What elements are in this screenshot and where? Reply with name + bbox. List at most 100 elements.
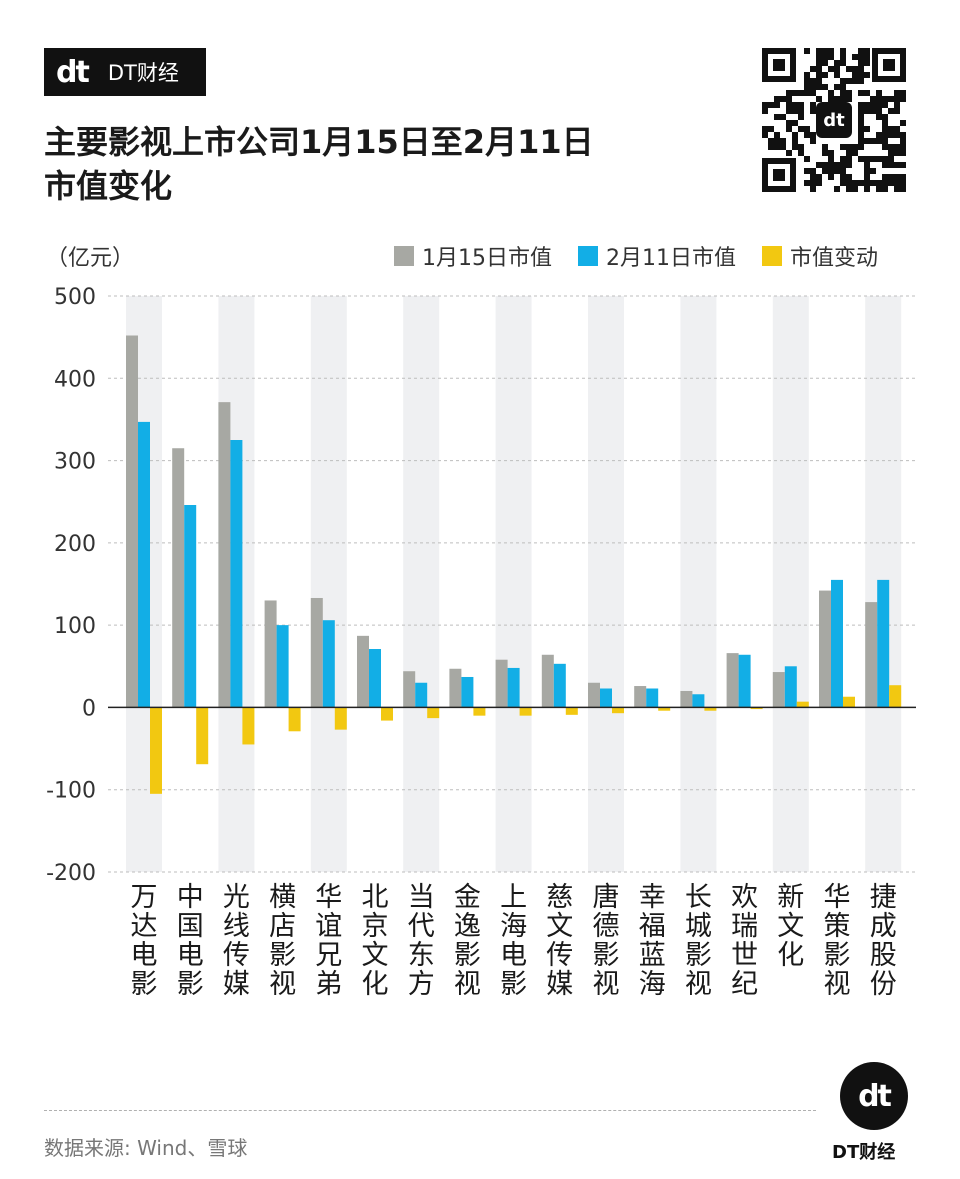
bar-feb11 [738, 654, 751, 708]
bar-change [427, 707, 440, 719]
legend-swatch-jan15 [394, 246, 414, 266]
brand-logo: dt [56, 54, 90, 90]
bar-jan15 [218, 402, 231, 708]
x-category-label: 横店影视 [269, 882, 296, 1000]
footer-divider [44, 1110, 816, 1111]
bar-jan15 [541, 654, 554, 708]
y-tick-label: 500 [54, 285, 96, 310]
category-band [772, 296, 809, 872]
data-source: 数据来源: Wind、雪球 [44, 1136, 248, 1160]
bar-jan15 [680, 690, 693, 708]
x-category-label: 捷成股份 [870, 882, 897, 1000]
bar-feb11 [831, 579, 843, 708]
bar-feb11 [230, 440, 243, 708]
bar-jan15 [172, 448, 185, 708]
qr-code-icon: dt [762, 48, 906, 192]
bar-feb11 [877, 579, 890, 708]
bar-feb11 [784, 666, 797, 708]
bar-jan15 [264, 600, 277, 708]
chart-title: 主要影视上市公司1月15日至2月11日 市值变化 [44, 123, 594, 205]
bar-change [473, 707, 486, 716]
category-band [310, 296, 347, 872]
x-category-label: 新文化 [777, 882, 804, 971]
legend-label-change: 市值变动 [790, 246, 879, 271]
bar-change [750, 707, 763, 710]
x-category-label: 万达电影 [131, 882, 158, 1000]
bar-jan15 [772, 672, 785, 708]
bar-feb11 [322, 620, 335, 708]
bar-feb11 [646, 688, 659, 708]
bar-feb11 [138, 421, 150, 708]
bar-jan15 [449, 668, 462, 708]
y-tick-label: 100 [54, 614, 96, 639]
bar-change [796, 701, 809, 708]
x-category-label: 光线传媒 [223, 882, 250, 1000]
brand-name: DT财经 [107, 61, 179, 85]
bar-change [612, 707, 624, 714]
bar-feb11 [553, 663, 566, 708]
footer-logo: dt [840, 1062, 908, 1130]
y-tick-label: -100 [46, 779, 96, 804]
svg-text:dt: dt [823, 110, 845, 131]
y-tick-label: 200 [54, 532, 96, 557]
footer-logo-text: dt [858, 1078, 892, 1114]
bar-change [334, 707, 347, 730]
category-band [495, 296, 532, 872]
category-band [588, 296, 624, 872]
bar-jan15 [310, 597, 323, 708]
legend: 1月15日市值 2月11日市值 市值变动 [394, 240, 878, 272]
x-category-label: 幸福蓝海 [639, 882, 666, 1000]
y-axis-unit: （亿元） [46, 246, 135, 271]
bar-feb11 [600, 688, 612, 708]
y-tick-label: -200 [46, 861, 96, 886]
bar-feb11 [369, 649, 381, 708]
bar-change [658, 707, 671, 711]
bar-jan15 [126, 335, 138, 708]
x-category-label: 金逸影视 [454, 882, 481, 1000]
y-tick-label: 300 [54, 450, 96, 475]
bar-change [381, 707, 393, 721]
bar-change [288, 707, 301, 732]
x-category-label: 欢瑞世纪 [731, 882, 758, 1000]
x-category-label: 长城影视 [685, 882, 712, 1000]
x-category-label: 中国电影 [177, 882, 204, 1000]
category-band [680, 296, 717, 872]
legend-item-jan15: 1月15日市值 [394, 240, 552, 272]
bar-feb11 [461, 676, 474, 708]
bar-feb11 [184, 505, 197, 708]
bar-feb11 [692, 694, 705, 708]
x-category-label: 华策影视 [824, 882, 851, 1000]
bar-jan15 [634, 686, 647, 708]
y-tick-label: 400 [54, 367, 96, 392]
bar-jan15 [865, 602, 878, 708]
bar-change [843, 696, 855, 708]
legend-swatch-feb11 [578, 246, 598, 266]
bar-change [889, 685, 902, 708]
bar-jan15 [819, 590, 831, 708]
bar-feb11 [507, 667, 520, 708]
legend-item-feb11: 2月11日市值 [578, 240, 736, 272]
bar-change [565, 707, 578, 715]
x-category-label: 唐德影视 [593, 882, 620, 1000]
category-band [403, 296, 440, 872]
x-category-label: 上海电影 [500, 882, 527, 1000]
brand-badge: dt DT财经 [44, 48, 206, 96]
bar-change [242, 707, 255, 745]
legend-swatch-change [762, 246, 782, 266]
bar-jan15 [403, 671, 416, 708]
x-category-label: 慈文传媒 [546, 882, 573, 1000]
x-category-label: 北京文化 [362, 882, 389, 1000]
bar-jan15 [726, 653, 739, 708]
legend-item-change: 市值变动 [762, 240, 878, 272]
bar-jan15 [495, 659, 508, 708]
legend-label-jan15: 1月15日市值 [422, 246, 552, 271]
x-category-label: 华谊兄弟 [315, 882, 342, 1000]
bar-change [150, 707, 162, 794]
y-tick-label: 0 [82, 696, 96, 721]
bar-change [704, 707, 717, 711]
bar-feb11 [276, 625, 289, 708]
legend-label-feb11: 2月11日市值 [606, 246, 736, 271]
bar-jan15 [357, 635, 369, 708]
footer-brand-name: DT财经 [832, 1142, 896, 1163]
